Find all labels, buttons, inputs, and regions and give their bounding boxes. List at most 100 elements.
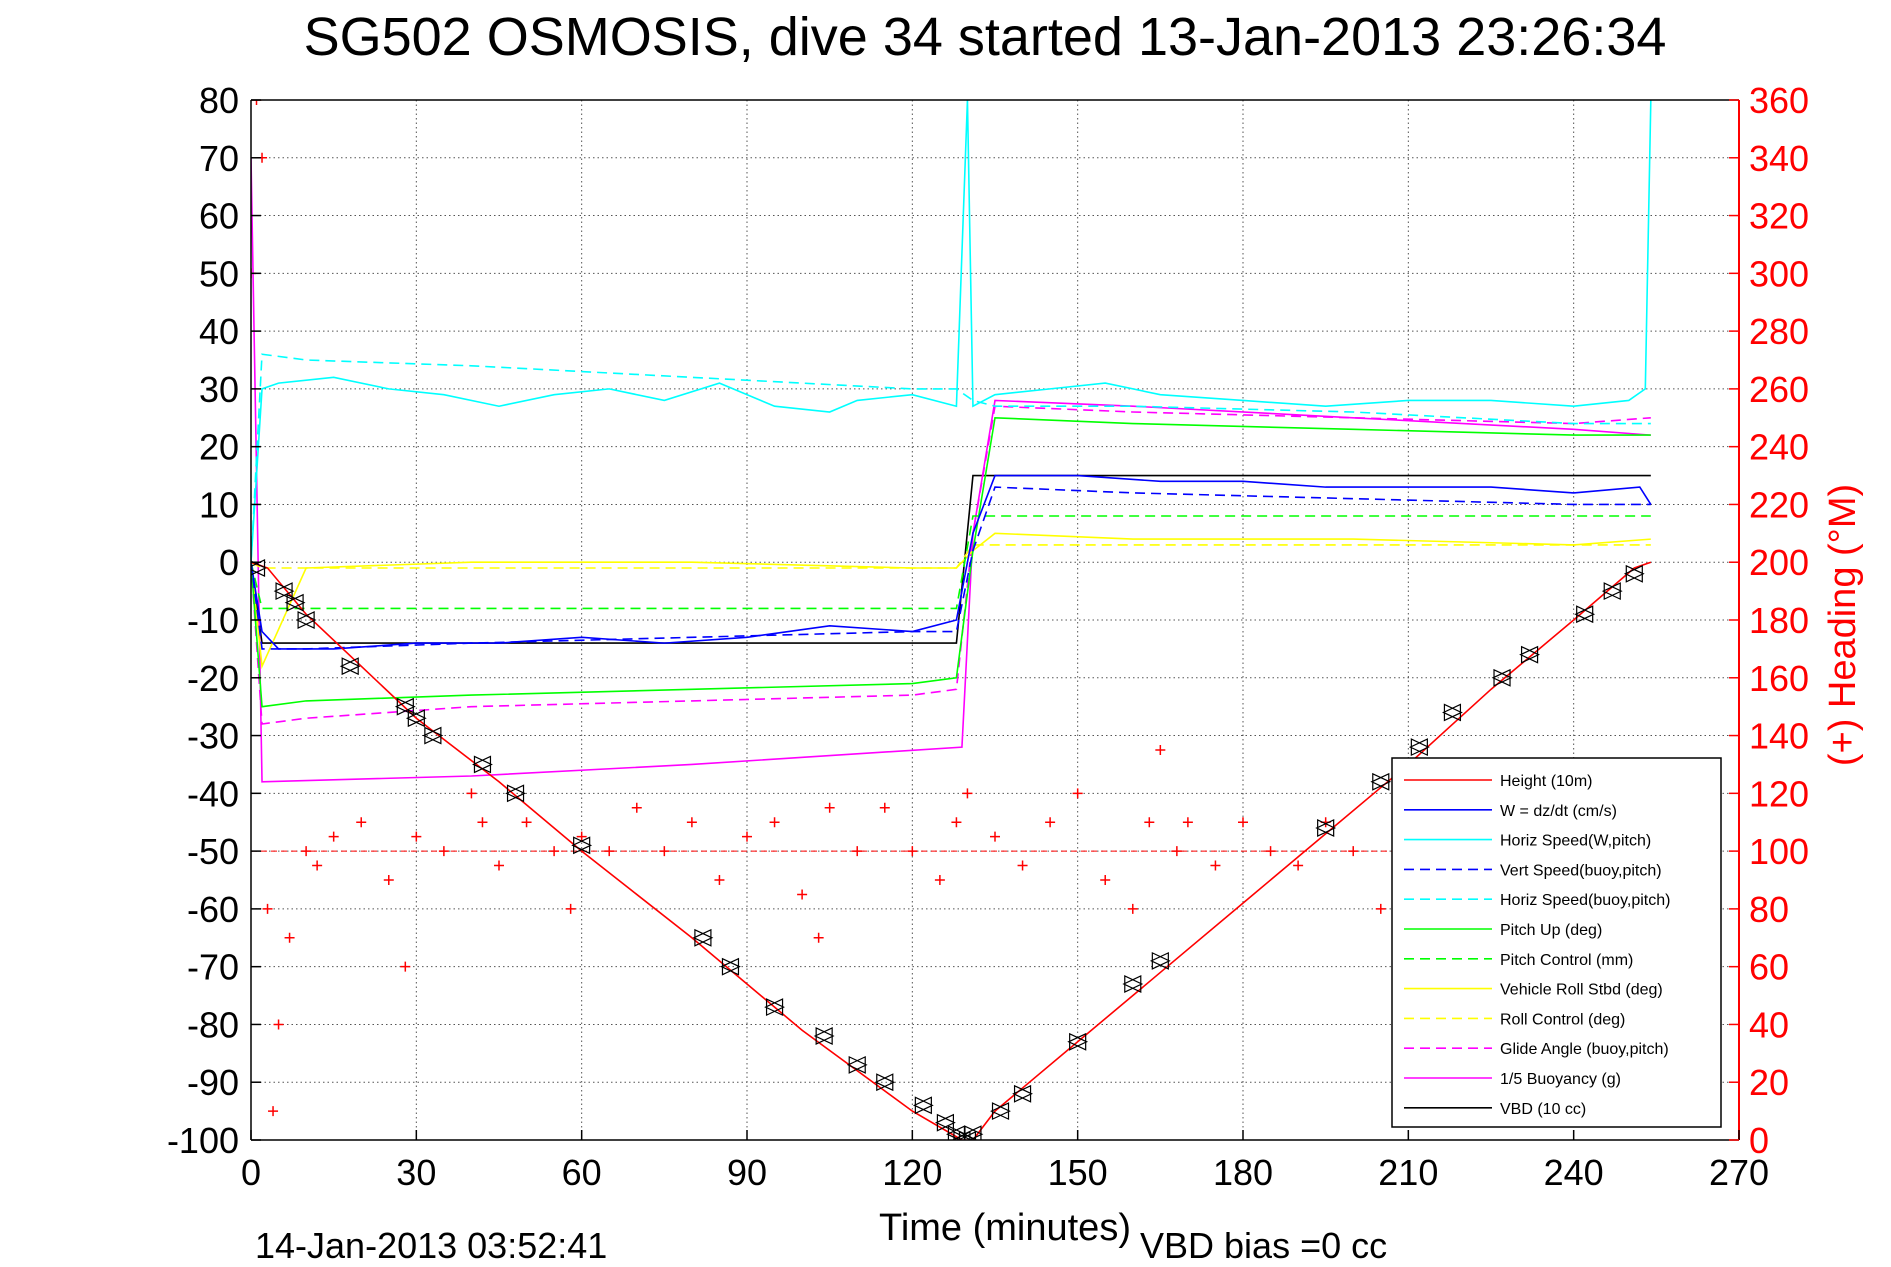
y-tick-label: 30 <box>199 369 239 410</box>
heading-point <box>494 860 504 871</box>
right-y-tick-label: 260 <box>1749 369 1809 410</box>
heading-point <box>466 788 477 799</box>
heading-point <box>1045 817 1056 828</box>
x-tick-label: 210 <box>1378 1152 1438 1193</box>
heading-point <box>262 903 273 914</box>
heading-point <box>934 875 945 885</box>
right-y-tick-label: 120 <box>1749 773 1809 814</box>
legend-label: Vehicle Roll Stbd (deg) <box>1500 982 1663 999</box>
heading-point <box>824 802 835 813</box>
x-tick-label: 240 <box>1544 1152 1604 1193</box>
legend-label: VBD (10 cc) <box>1500 1101 1586 1118</box>
x-tick-label: 180 <box>1213 1152 1273 1193</box>
heading-point <box>301 846 312 857</box>
heading-point <box>990 831 1000 842</box>
height-marker <box>1149 951 1169 970</box>
heading-point <box>383 875 394 885</box>
heading-point <box>521 817 532 828</box>
right-y-tick-label: 80 <box>1749 889 1789 930</box>
x-tick-label: 150 <box>1048 1152 1108 1193</box>
y-tick-label: -60 <box>187 889 239 930</box>
height-marker <box>505 784 525 803</box>
legend-label: 1/5 Buoyancy (g) <box>1500 1071 1621 1088</box>
height-marker <box>962 1125 982 1140</box>
legend-box <box>1391 757 1722 1128</box>
height-marker <box>720 957 740 976</box>
right-axis-label: (+) Heading (°M) <box>1822 484 1864 766</box>
right-y-tick-label: 240 <box>1749 427 1809 468</box>
x-tick-label: 60 <box>562 1152 602 1193</box>
heading-point <box>328 831 339 842</box>
height-marker <box>874 1073 894 1092</box>
y-tick-label: -20 <box>187 658 239 699</box>
height-marker <box>951 1131 971 1140</box>
heading-point <box>631 802 642 813</box>
height-marker <box>422 726 442 745</box>
heading-point <box>438 846 449 857</box>
heading-point <box>879 802 890 813</box>
heading-point <box>1210 860 1221 871</box>
y-tick-label: 80 <box>199 80 239 121</box>
heading-point <box>852 846 863 857</box>
y-tick-label: 20 <box>199 427 239 468</box>
height-marker <box>1519 645 1539 664</box>
heading-point <box>769 817 780 828</box>
y-tick-label: 60 <box>199 196 239 237</box>
height-marker <box>1623 564 1643 583</box>
height-marker <box>251 559 266 577</box>
x-tick-label: 90 <box>727 1152 767 1193</box>
height-marker <box>692 928 712 947</box>
x-tick-label: 270 <box>1709 1152 1769 1193</box>
heading-point <box>797 889 808 900</box>
heading-point <box>742 831 752 842</box>
heading-point <box>1238 817 1248 828</box>
series-line-pitch-control-mm <box>251 515 1651 610</box>
legend-label: Pitch Control (mm) <box>1500 952 1633 969</box>
y-tick-label: -100 <box>167 1120 239 1161</box>
heading-point <box>1375 903 1386 914</box>
heading-point <box>813 932 824 943</box>
series-line-glide-angle-buoy-pitch <box>251 405 1651 725</box>
y-tick-label: 0 <box>219 542 239 583</box>
y-tick-label: 10 <box>199 484 239 525</box>
height-marker <box>990 1102 1010 1121</box>
legend: Height (10m) W = dz/dt (cm/s) Horiz Speed(… <box>1391 757 1722 1128</box>
height-marker <box>394 697 414 716</box>
heading-point <box>907 846 918 857</box>
x-axis-label: Time (minutes) <box>879 1207 1131 1249</box>
heading-point <box>1100 875 1111 885</box>
right-y-tick-label: 40 <box>1749 1004 1789 1045</box>
right-y-tick-label: 220 <box>1749 484 1809 525</box>
series-line-height-10m <box>251 561 1652 1140</box>
height-marker <box>1122 975 1142 993</box>
right-y-tick-label: 340 <box>1749 138 1809 179</box>
height-marker <box>1574 605 1594 624</box>
right-y-tick-label: 180 <box>1749 600 1809 641</box>
height-marker <box>764 998 784 1017</box>
height-marker <box>813 1027 833 1045</box>
heading-point <box>477 817 488 828</box>
height-marker <box>846 1055 866 1074</box>
heading-point <box>565 903 576 914</box>
legend-label: Vert Speed(buoy,pitch) <box>1500 862 1662 879</box>
heading-point <box>1072 788 1083 799</box>
right-y-tick-label: 280 <box>1749 311 1809 352</box>
height-marker <box>912 1096 932 1115</box>
series-line-pitch-up-deg <box>251 416 1651 708</box>
heading-point <box>714 875 725 885</box>
y-tick-label: 70 <box>199 138 239 179</box>
height-marker <box>405 709 425 728</box>
heading-point <box>268 1106 279 1117</box>
heading-point <box>604 846 615 857</box>
right-y-tick-label: 160 <box>1749 658 1809 699</box>
legend-label: Pitch Up (deg) <box>1500 922 1602 939</box>
heading-point <box>659 846 670 857</box>
x-tick-label: 120 <box>882 1152 942 1193</box>
heading-point <box>1144 817 1155 828</box>
height-marker <box>339 657 359 676</box>
heading-point <box>284 932 295 943</box>
y-tick-label: 40 <box>199 311 239 352</box>
heading-point <box>356 817 367 828</box>
x-tick-label: 0 <box>241 1152 261 1193</box>
